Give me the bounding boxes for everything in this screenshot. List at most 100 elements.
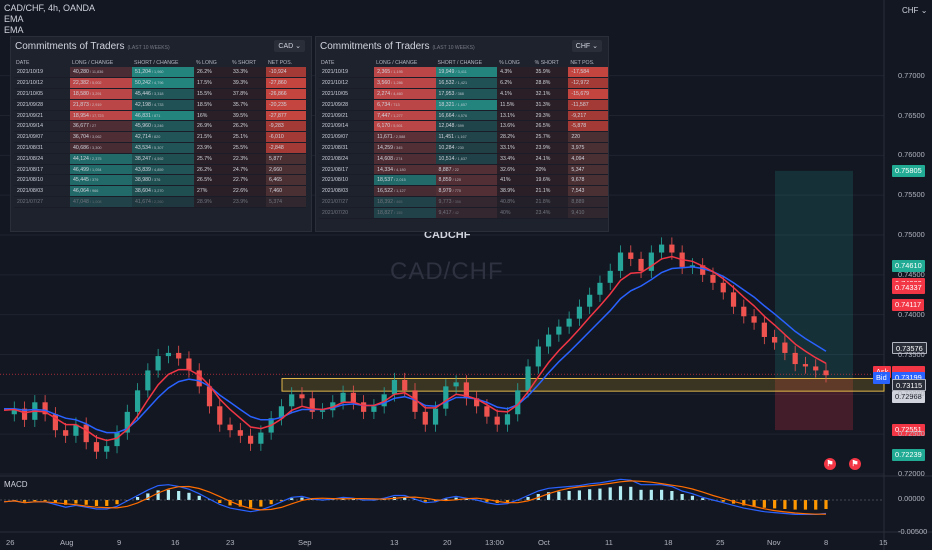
- candle-body: [176, 352, 182, 359]
- macd-histogram-bar: [618, 486, 623, 500]
- candle-body: [248, 435, 254, 444]
- cot-cell: 23.9%: [194, 142, 230, 154]
- cot-cell: 46,064 / 966: [70, 185, 132, 198]
- macd-histogram-bar: [74, 500, 78, 504]
- cot-cell: 33.4%: [497, 153, 533, 165]
- x-axis-tick: 26: [6, 538, 15, 547]
- ema-legend-1[interactable]: EMA: [4, 14, 24, 24]
- chart-header: CAD/CHF, 4h, OANDA EMA EMA: [4, 3, 95, 36]
- x-axis-tick: 25: [716, 538, 725, 547]
- cot-row: 2021/09/14 6,170 / 5,501 12,048 / 599 13.6%…: [319, 120, 608, 133]
- cot-cell: 38,980 / 376: [132, 174, 194, 187]
- candle-body: [319, 410, 326, 412]
- macd-histogram-bar: [670, 491, 674, 500]
- macd-histogram-bar: [115, 500, 119, 505]
- cot-cell: 44,124 / 2,375: [70, 153, 132, 165]
- cot-row: 2021/10/19 40,280 / 11,836 51,204 / 1,960 2…: [14, 67, 306, 79]
- cot-title-text: Commitments of Traders: [320, 41, 430, 52]
- cot-cell: 18,321 / 1,657: [435, 99, 498, 111]
- macd-histogram-bar: [721, 500, 725, 502]
- macd-histogram-bar: [403, 497, 407, 500]
- currency-selector[interactable]: CHF ⌄: [902, 6, 928, 15]
- cot-cell: 16,522 / 1,127: [374, 185, 436, 198]
- flag-icon[interactable]: ⚑: [824, 458, 836, 470]
- cot-cell: 2021/07/20: [319, 207, 375, 219]
- cot-cell: 6,734 / 713: [374, 99, 436, 111]
- cot-cell: 18,954 / 17,723: [70, 110, 132, 122]
- cot-cell: 5,374: [266, 196, 306, 208]
- cot-row: 2021/09/14 36,677 / 27 45,960 / 3,246 26.9%…: [14, 120, 306, 133]
- cot-cell: 32.6%: [497, 164, 533, 176]
- cot-title: Commitments of Traders (LAST 10 WEEKS): [15, 41, 170, 52]
- cot-row: 2021/08/10 18,537 / 2,015 8,859 / 120 41% 19…: [319, 174, 608, 187]
- cot-cell: 2021/10/19: [319, 67, 375, 79]
- cot-table: DATE LONG / CHANGE SHORT / CHANGE % LONG % S…: [14, 58, 306, 208]
- macd-histogram-bar: [546, 492, 551, 500]
- cot-column-header: % SHORT: [534, 59, 559, 66]
- cot-cell: 22.3%: [230, 153, 266, 165]
- macd-y-axis-tick: 0.00000: [898, 494, 925, 503]
- candle-body: [432, 408, 439, 425]
- candle-body: [196, 370, 202, 387]
- candle-body: [278, 406, 285, 419]
- cot-cell: 9,773 / 356: [435, 196, 498, 208]
- macd-histogram-bar: [218, 500, 222, 503]
- price-badge: 0.74610: [892, 260, 925, 273]
- cot-cell: 14,608 / 274: [374, 153, 436, 165]
- cot-row: 2021/08/31 40,686 / 3,300 43,534 / 5,307 23…: [14, 142, 306, 154]
- macd-label[interactable]: MACD: [4, 480, 28, 489]
- cot-cell: 19.6%: [532, 174, 569, 187]
- candle-body: [443, 386, 449, 409]
- flag-icon[interactable]: ⚑: [849, 458, 861, 470]
- macd-histogram-bar: [166, 489, 170, 500]
- macd-histogram-bar: [485, 500, 489, 502]
- candle-body: [371, 406, 377, 412]
- y-axis-tick: 0.74500: [898, 269, 925, 279]
- x-axis-tick: 23: [226, 538, 235, 547]
- ema-fast-line: [3, 255, 827, 442]
- candle-body: [772, 336, 778, 343]
- candle-body: [93, 442, 100, 452]
- cot-cell: 27%: [194, 185, 230, 198]
- macd-histogram-bar: [43, 500, 47, 502]
- macd-histogram-bar: [783, 500, 787, 509]
- cot-cell: 2021/08/10: [319, 174, 375, 187]
- candle-body: [289, 394, 295, 407]
- cot-row: 2021/08/03 16,522 / 1,127 8,979 / 770 38.9%…: [319, 185, 608, 198]
- macd-histogram-bar: [608, 487, 612, 500]
- candle-body: [535, 346, 541, 367]
- macd-histogram-bar: [588, 489, 592, 500]
- cot-row: 2021/09/28 6,734 / 713 18,321 / 1,657 11.5%…: [319, 99, 608, 111]
- cot-cell: 2021/08/31: [319, 142, 375, 154]
- x-axis-tick: Oct: [538, 538, 550, 547]
- candle-body: [587, 294, 593, 307]
- candle-body: [63, 430, 69, 436]
- cot-cell: 38,604 / 3,270: [132, 185, 194, 198]
- macd-histogram-bar: [197, 495, 201, 500]
- cot-cell: 33.3%: [230, 67, 266, 79]
- macd-histogram-bar: [526, 497, 530, 500]
- candle-body: [710, 274, 716, 283]
- cot-currency-select[interactable]: CHF ⌄: [571, 40, 602, 52]
- candle-body: [504, 414, 511, 425]
- cot-table: DATE LONG / CHANGE SHORT / CHANGE % LONG % S…: [319, 58, 608, 219]
- macd-histogram-bar: [84, 500, 88, 505]
- cot-column-header: SHORT / CHANGE: [437, 59, 483, 66]
- cot-cell: 2021/10/05: [319, 88, 375, 100]
- cot-column-header: NET POS.: [268, 59, 293, 66]
- cot-cell: 7,447 / 1,277: [374, 110, 436, 122]
- candle-body: [227, 424, 233, 431]
- cot-currency-select[interactable]: CAD ⌄: [274, 40, 305, 52]
- cot-cell: 45,446 / 3,318: [132, 88, 194, 100]
- cot-cell: 21.8%: [532, 196, 569, 208]
- ema-legend-2[interactable]: EMA: [4, 25, 24, 35]
- cot-cell: 4.3%: [497, 67, 533, 79]
- symbol-line[interactable]: CAD/CHF, 4h, OANDA: [4, 3, 96, 13]
- x-axis-tick: 16: [171, 538, 180, 547]
- cot-cell: 2,365 / 1,195: [374, 67, 436, 79]
- x-axis-tick: 11: [605, 538, 613, 547]
- cot-row: 2021/08/03 46,064 / 966 38,604 / 3,270 27% 2…: [14, 185, 306, 198]
- candle-body: [402, 379, 408, 391]
- macd-histogram-bar: [752, 500, 756, 507]
